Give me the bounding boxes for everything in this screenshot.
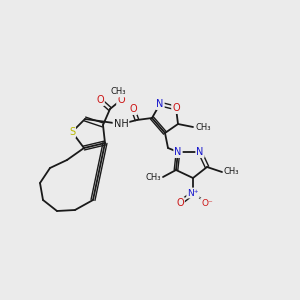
Text: N⁺: N⁺ — [187, 188, 199, 197]
Text: NH: NH — [114, 119, 128, 129]
Text: O⁻: O⁻ — [201, 199, 213, 208]
Text: N: N — [174, 147, 182, 157]
Text: CH₃: CH₃ — [110, 88, 126, 97]
Text: O: O — [172, 103, 180, 113]
Text: O: O — [117, 95, 125, 105]
Text: N: N — [156, 99, 164, 109]
Text: N: N — [196, 147, 204, 157]
Text: O: O — [129, 104, 137, 114]
Text: CH₃: CH₃ — [224, 167, 239, 176]
Text: CH₃: CH₃ — [196, 122, 212, 131]
Text: O: O — [176, 198, 184, 208]
Text: S: S — [69, 127, 75, 137]
Text: O: O — [96, 95, 104, 105]
Text: CH₃: CH₃ — [146, 172, 161, 182]
